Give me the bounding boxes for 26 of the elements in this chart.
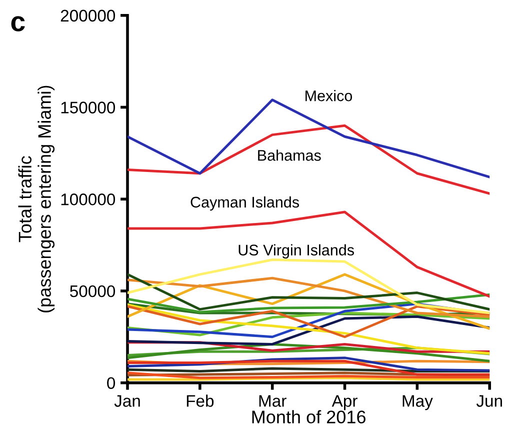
series-label: Cayman Islands [190,196,299,211]
y-tick-label: 100000 [61,194,116,206]
line-series [128,258,490,314]
y-tick-label: 150000 [61,102,116,114]
x-tick-label: Jan [114,395,140,407]
series-label: Mexico [306,90,352,102]
series-label: US Virgin Islands [238,244,354,259]
x-tick-label: Jun [476,395,502,407]
line-series [128,276,490,318]
x-tick-label: May [402,395,433,410]
line-series [128,210,490,298]
x-tick-label: Feb [186,394,214,407]
y-axis-title: Total traffic (passengers entering Miami) [18,86,55,312]
y-tick-label: 200000 [60,10,116,22]
line-series [128,273,490,311]
text: c [11,16,25,32]
x-axis-title: Month of 2016 [252,410,366,424]
line-series [128,303,490,355]
x-tick-label: Apr [332,395,358,410]
x-tick-label: Mar [259,395,286,407]
series-label: Bahamas [258,150,321,161]
y-tick-label: 0 [107,377,116,390]
line-series [128,315,490,346]
line-series [128,124,490,195]
y-tick-label: 50000 [70,285,116,298]
line-series [128,293,490,314]
